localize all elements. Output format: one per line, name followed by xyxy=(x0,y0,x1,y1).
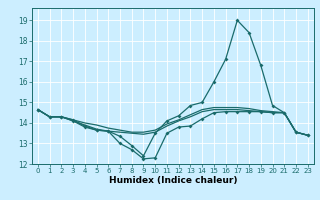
X-axis label: Humidex (Indice chaleur): Humidex (Indice chaleur) xyxy=(108,176,237,185)
